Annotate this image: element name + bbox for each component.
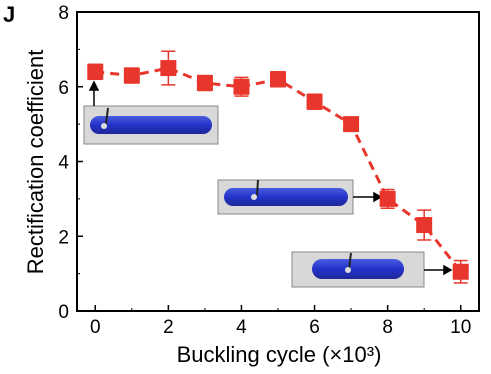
arrow-inset-10-head bbox=[443, 264, 453, 276]
x-tick-labels: 0 2 4 6 8 10 bbox=[90, 317, 471, 338]
panel-label: J bbox=[3, 2, 15, 27]
y-tick-label: 8 bbox=[58, 3, 69, 24]
data-point-marker bbox=[343, 116, 360, 133]
x-tick-label: 4 bbox=[236, 317, 247, 338]
y-tick-label: 6 bbox=[58, 78, 69, 99]
data-markers bbox=[87, 60, 469, 280]
y-tick-label: 4 bbox=[58, 153, 69, 174]
data-point-marker bbox=[379, 190, 396, 207]
x-tick-label: 6 bbox=[309, 317, 320, 338]
data-point-marker bbox=[306, 93, 323, 110]
x-tick-label: 0 bbox=[90, 317, 101, 338]
series-line bbox=[95, 66, 462, 273]
x-tick-label: 2 bbox=[163, 317, 174, 338]
y-tick-labels: 0 2 4 6 8 bbox=[58, 3, 69, 323]
series-polyline bbox=[95, 66, 462, 273]
y-axis-title: Rectification coefficient bbox=[23, 50, 48, 275]
inset-cycle-8 bbox=[217, 179, 354, 215]
y-tick-label: 2 bbox=[58, 227, 69, 248]
data-point-marker bbox=[270, 71, 286, 88]
data-point-marker bbox=[87, 63, 104, 80]
data-point-marker bbox=[452, 263, 469, 280]
data-point-marker bbox=[196, 75, 213, 92]
axis-ticks bbox=[77, 11, 462, 312]
inset-arrows bbox=[88, 80, 453, 276]
data-point-marker bbox=[123, 67, 140, 84]
x-tick-label: 10 bbox=[450, 317, 471, 338]
data-point-marker bbox=[416, 217, 433, 234]
x-axis-title: Buckling cycle (×10³) bbox=[177, 342, 382, 367]
data-point-marker bbox=[160, 60, 177, 77]
data-point-marker bbox=[233, 78, 250, 95]
arrow-inset-0-head bbox=[88, 80, 100, 91]
inset-cycle-10 bbox=[291, 251, 425, 288]
arrow-inset-8-head bbox=[373, 191, 383, 203]
y-tick-label: 0 bbox=[58, 302, 69, 323]
x-tick-label: 8 bbox=[382, 317, 393, 338]
inset-cycle-0 bbox=[83, 105, 219, 145]
